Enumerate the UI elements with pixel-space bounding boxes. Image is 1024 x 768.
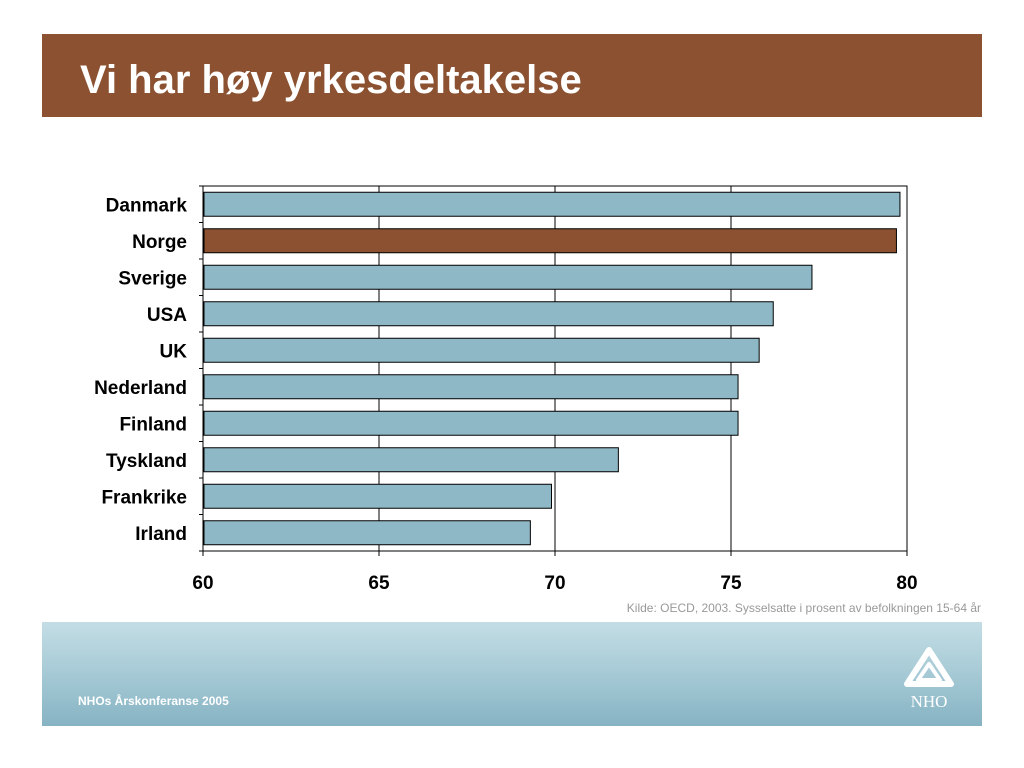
category-label: Danmark xyxy=(106,195,188,216)
bar-nederland xyxy=(203,374,739,400)
category-label: USA xyxy=(147,305,187,326)
title-banner: Vi har høy yrkesdeltakelse xyxy=(42,34,982,117)
logo-text: NHO xyxy=(910,692,948,711)
slide-title: Vi har høy yrkesdeltakelse xyxy=(80,58,582,102)
x-tick-label: 75 xyxy=(720,573,742,594)
bar-tyskland xyxy=(203,447,619,473)
x-tick-label: 65 xyxy=(368,573,390,594)
bar-finland xyxy=(203,410,739,436)
x-tick-label: 60 xyxy=(192,573,213,594)
category-label: Norge xyxy=(132,232,187,253)
x-tick-label: 70 xyxy=(544,573,565,594)
bar-usa xyxy=(203,301,774,327)
category-label: Irland xyxy=(135,524,187,545)
category-label: Tyskland xyxy=(106,451,187,472)
bar-frankrike xyxy=(203,483,552,509)
bar-sverige xyxy=(203,264,813,290)
bar-uk xyxy=(203,337,760,363)
bar-norge xyxy=(203,228,897,254)
category-label: Sverige xyxy=(118,268,187,289)
source-note: Kilde: OECD, 2003. Sysselsatte i prosent… xyxy=(626,601,981,615)
category-label: Finland xyxy=(119,414,187,435)
category-label: Frankrike xyxy=(101,487,187,508)
category-label: UK xyxy=(160,341,188,362)
footer-band: NHOs Årskonferanse 2005 NHO xyxy=(42,622,982,726)
bar-irland xyxy=(203,520,531,546)
bar-chart: 60 65 70 75 80 Danmark Norge Sverige USA UK Nederl… xyxy=(94,185,918,594)
footer-text: NHOs Årskonferanse 2005 xyxy=(78,694,229,708)
x-tick-label: 80 xyxy=(896,573,917,594)
nho-logo-icon: NHO xyxy=(899,644,959,716)
bar-danmark xyxy=(203,191,901,217)
category-label: Nederland xyxy=(94,378,187,399)
